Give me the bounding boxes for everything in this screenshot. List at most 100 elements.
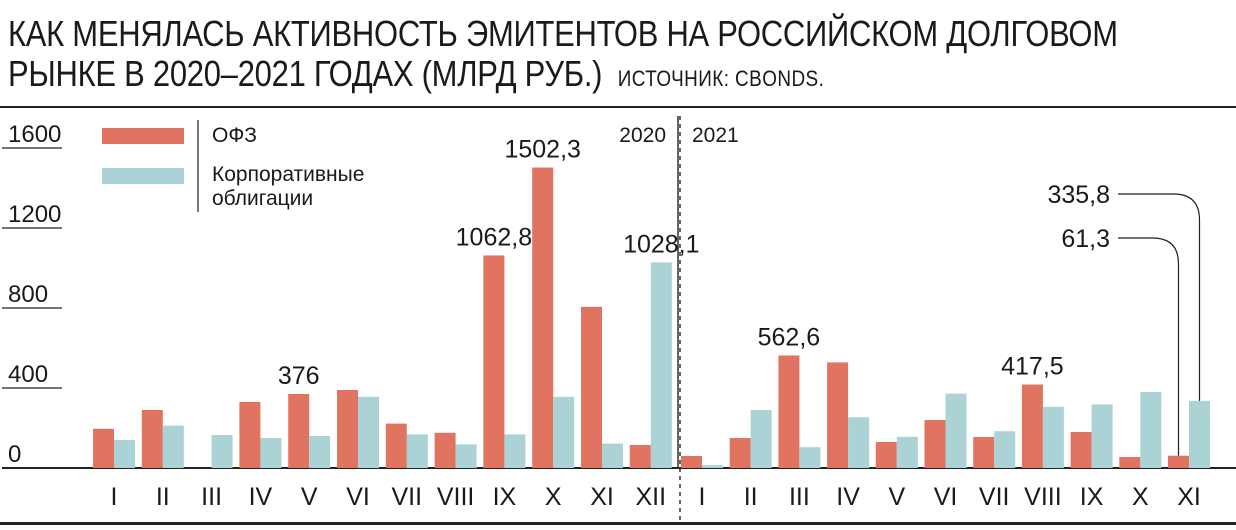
y-tick-label: 0 — [8, 441, 21, 468]
bar-ofz — [93, 428, 114, 468]
bar-corporate — [309, 436, 331, 468]
x-tick-label: VII — [979, 483, 1010, 511]
bar-ofz — [1119, 457, 1141, 468]
bar-ofz — [1021, 384, 1043, 468]
callout-label: 61,3 — [1061, 225, 1110, 253]
bar-ofz — [924, 420, 946, 468]
data-label: 1502,3 — [504, 136, 580, 164]
x-tick-label: IV — [836, 483, 860, 511]
bar-ofz — [239, 402, 261, 468]
x-tick-label: XI — [1177, 483, 1201, 511]
x-tick-label: X — [545, 483, 562, 511]
data-label: 562,6 — [758, 323, 821, 351]
legend-swatch-corporate — [102, 168, 184, 184]
x-tick-label: X — [1132, 483, 1149, 511]
title-line-2-text: РЫНКЕ В 2020–2021 ГОДАХ (МЛРД РУБ.) — [8, 53, 603, 94]
bar-corporate — [650, 262, 672, 468]
bar-corporate — [406, 434, 428, 468]
bar-corporate — [848, 417, 870, 468]
data-label: 376 — [278, 362, 320, 390]
bar-ofz — [434, 432, 456, 468]
legend: ОФЗ Корпоративные облигации — [102, 120, 364, 212]
x-tick-label: XII — [636, 483, 667, 511]
bar-ofz — [337, 390, 358, 468]
title-line-2: РЫНКЕ В 2020–2021 ГОДАХ (МЛРД РУБ.) ИСТОЧ… — [8, 54, 1057, 99]
x-tick-label: IX — [1080, 483, 1104, 511]
year-label-2020: 2020 — [619, 124, 666, 147]
x-tick-label: VIII — [437, 483, 475, 511]
source-note: ИСТОЧНИК: CBONDS. — [617, 66, 825, 91]
x-tick-label: IX — [493, 483, 517, 511]
x-tick-label: VIII — [1024, 483, 1062, 511]
bar-corporate — [114, 440, 135, 468]
bar-corporate — [1042, 406, 1064, 468]
legend-label-ofz: ОФЗ — [212, 124, 257, 147]
x-tick-label: I — [699, 483, 706, 511]
x-tick-label: XI — [590, 483, 614, 511]
bar-ofz — [483, 255, 505, 468]
x-tick-label: V — [301, 483, 318, 511]
x-tick-label: III — [201, 483, 222, 511]
data-label: 417,5 — [1001, 353, 1064, 381]
legend-label-corporate-line2: облигации — [212, 187, 313, 210]
bar-ofz — [827, 362, 849, 468]
x-tick-label: VI — [346, 483, 370, 511]
bar-corporate — [896, 436, 918, 468]
bar-corporate — [994, 431, 1016, 468]
callout-label: 335,8 — [1047, 181, 1110, 209]
bar-corporate — [750, 410, 772, 468]
bar-ofz — [385, 423, 407, 468]
y-tick-label: 1600 — [8, 121, 61, 148]
y-tick-label: 1200 — [8, 201, 61, 228]
bottom-rule — [0, 522, 1236, 525]
legend-label-corporate-line1: Корпоративные — [212, 163, 364, 186]
bar-corporate — [553, 396, 575, 468]
bar-corporate — [799, 447, 821, 468]
bars-layer — [93, 167, 1210, 469]
bar-ofz — [581, 306, 602, 468]
x-tick-label: IV — [249, 483, 273, 511]
x-tick-label: III — [789, 483, 810, 511]
bar-corporate — [1189, 400, 1210, 468]
bar-corporate — [1140, 392, 1162, 468]
bar-corporate — [455, 444, 477, 468]
bar-corporate — [702, 465, 723, 468]
legend-swatch-ofz — [102, 128, 184, 144]
x-tick-label: I — [111, 483, 118, 511]
bar-corporate — [260, 438, 282, 468]
bar-corporate — [945, 393, 967, 468]
bar-ofz — [288, 394, 310, 468]
data-label: 1028,1 — [623, 230, 699, 258]
x-tick-label: II — [744, 483, 758, 511]
bar-corporate — [211, 435, 233, 468]
title-line-1: КАК МЕНЯЛАСЬ АКТИВНОСТЬ ЭМИТЕНТОВ НА РОС… — [8, 13, 1118, 54]
data-label: 1062,8 — [456, 223, 532, 251]
x-tick-label: VI — [934, 483, 958, 511]
bar-corporate — [504, 434, 526, 468]
bar-ofz — [778, 355, 800, 468]
bar-corporate — [162, 425, 184, 468]
callout-leader-line — [1118, 193, 1201, 401]
bar-ofz — [1070, 432, 1092, 468]
y-tick-label: 800 — [8, 281, 48, 308]
year-label-2021: 2021 — [692, 124, 739, 147]
x-tick-label: V — [888, 483, 905, 511]
top-rule — [0, 106, 1236, 108]
bar-corporate — [1091, 404, 1113, 468]
chart-title: КАК МЕНЯЛАСЬ АКТИВНОСТЬ ЭМИТЕНТОВ НА РОС… — [8, 13, 1118, 99]
bar-ofz — [729, 438, 751, 468]
x-tick-label: VII — [392, 483, 423, 511]
bar-ofz — [681, 456, 702, 468]
legend-label-corporate: Корпоративные облигации — [212, 163, 364, 210]
y-tick-label: 400 — [8, 361, 48, 388]
bar-corporate — [602, 443, 623, 468]
bar-ofz — [629, 445, 651, 468]
bar-ofz — [973, 437, 995, 468]
callout-leader-line — [1118, 237, 1180, 456]
bar-ofz — [532, 167, 554, 469]
x-tick-label: II — [156, 483, 170, 511]
labels-layer: 376 1062,8 1502,3 1028,1 562,6 417,5 335,8 61,3 — [278, 136, 1201, 456]
bar-ofz — [875, 442, 897, 468]
